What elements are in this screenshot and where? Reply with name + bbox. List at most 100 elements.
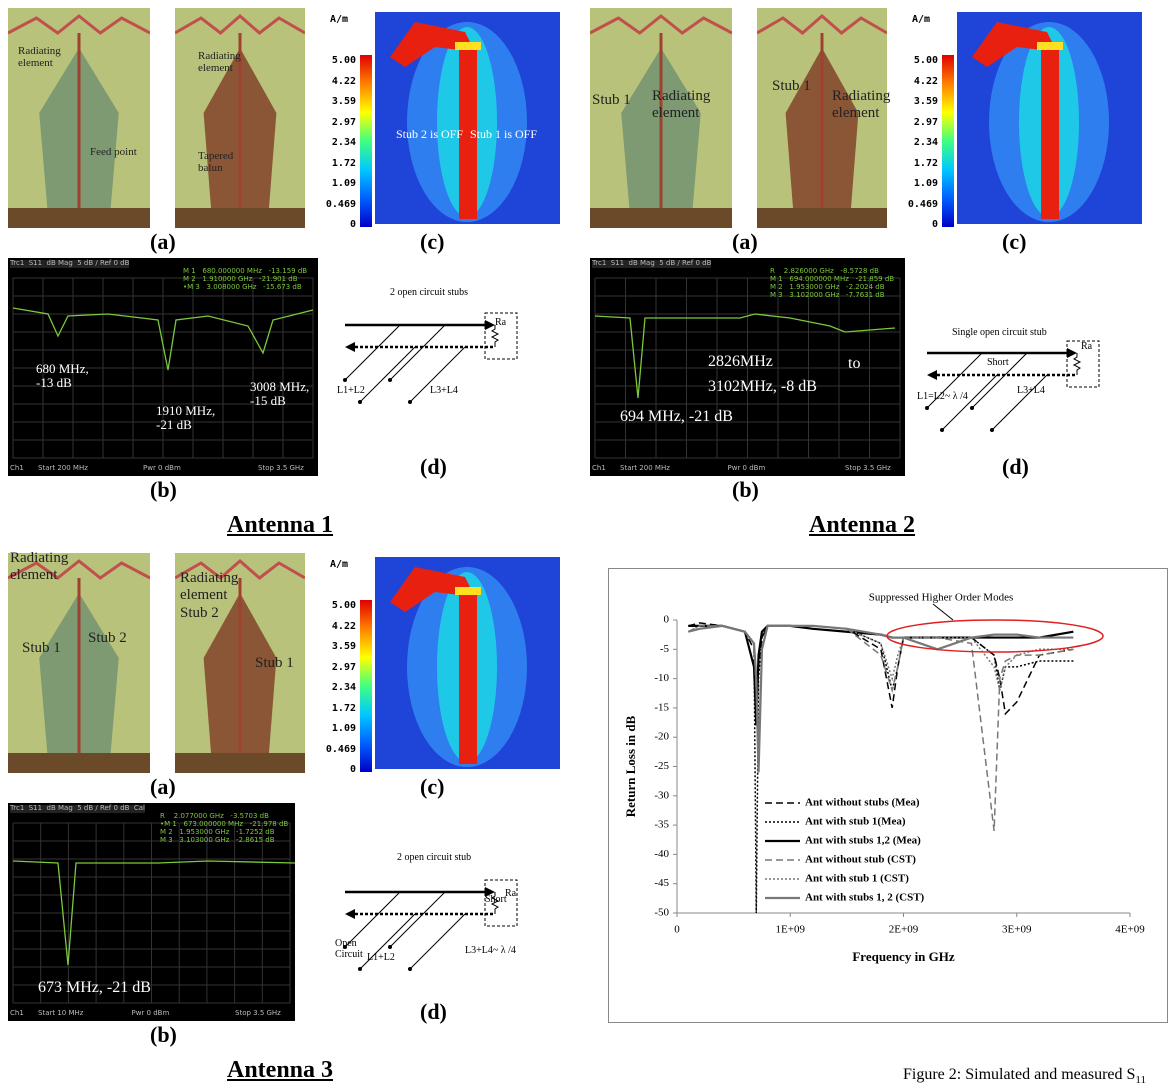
stub — [410, 914, 465, 969]
colorbar-tick: 0.469 — [324, 744, 356, 755]
vna-marker: M 3 3.102000 GHz -7.7631 dB — [770, 292, 885, 300]
vna-footer: Start 200 MHz — [38, 465, 88, 473]
field-warm — [455, 587, 481, 595]
circuit-label: Ra — [505, 888, 516, 899]
vna-marker: •M 3 3.008000 GHz -15.673 dB — [183, 284, 302, 292]
panel-label: (c) — [420, 230, 444, 254]
colorbar-tick: 3.59 — [324, 96, 356, 107]
colorbar-unit: A/m — [330, 14, 348, 25]
caption-text: Figure 2: Simulated and measured S — [903, 1066, 1135, 1083]
photo-label: Stub 1 — [255, 655, 294, 672]
colorbar-tick: 3.59 — [324, 641, 356, 652]
x-axis-label: Frequency in GHz — [852, 949, 955, 964]
colorbar-tick: 5.00 — [906, 55, 938, 66]
vna-footer: Start 200 MHz — [620, 465, 670, 473]
colorbar-tick: 0 — [324, 219, 356, 230]
stub-end — [925, 406, 929, 410]
circuit-label: L1+L2 — [367, 952, 395, 963]
vna-footer: Pwr 0 dBm — [132, 1010, 170, 1018]
vna-footer: Stop 3.5 GHz — [845, 465, 891, 473]
stub-end — [358, 400, 362, 404]
vna-annotation: 673 MHz, -21 dB — [38, 979, 151, 997]
colorbar — [360, 55, 372, 227]
photo-label: Radiating element — [180, 570, 238, 603]
circuit-label: 2 open circuit stub — [397, 852, 471, 863]
y-tick-label: -50 — [654, 907, 669, 919]
figure: Figure 2: Simulated and measured S11 Rad… — [0, 0, 1174, 1090]
y-tick-label: -20 — [654, 731, 669, 743]
antenna-photo — [8, 8, 150, 228]
x-tick-label: 0 — [674, 924, 680, 936]
photo-label: Stub 2 — [180, 605, 219, 622]
y-tick-label: -45 — [654, 877, 669, 889]
colorbar-tick: 4.22 — [906, 76, 938, 87]
photo-label: Stub 1 — [772, 78, 811, 95]
colorbar-tick: 0 — [906, 219, 938, 230]
stub-end — [343, 378, 347, 382]
photo-label: Radiating element — [832, 88, 890, 121]
current-distribution — [957, 12, 1142, 224]
connector-strip — [8, 753, 150, 773]
arrow-head — [345, 342, 355, 352]
colorbar-tick: 3.59 — [906, 96, 938, 107]
stub — [992, 375, 1047, 430]
circuit-label: L3+L4~ λ /4 — [465, 945, 516, 956]
vna-header: Trc1 S11 dB Mag 5 dB / Ref 0 dB Cal — [10, 805, 145, 813]
circuit-label: L1+L2 — [337, 385, 365, 396]
circuit-label: L3+L4 — [430, 385, 458, 396]
stub-end — [388, 945, 392, 949]
x-tick-label: 2E+09 — [889, 924, 919, 936]
colorbar-tick: 0.469 — [906, 199, 938, 210]
circuit-diagram — [917, 285, 1102, 435]
field-warm — [455, 42, 481, 50]
y-tick-label: -15 — [654, 701, 669, 713]
arrow-head — [485, 320, 495, 330]
y-tick-label: -40 — [654, 848, 669, 860]
circuit-label: Short — [987, 357, 1009, 368]
colorbar-tick: 2.97 — [324, 117, 356, 128]
stub-end — [408, 967, 412, 971]
annotation: Suppressed Higher Order Modes — [869, 592, 1014, 604]
stub — [390, 892, 445, 947]
circuit-label: L3+L4 — [1017, 385, 1045, 396]
panel-label: (d) — [420, 455, 447, 479]
legend-label: Ant with stub 1(Mea) — [805, 816, 906, 828]
colorbar-tick: 0 — [324, 764, 356, 775]
current-distribution — [375, 557, 560, 769]
circuit-label: Open Circuit — [335, 938, 363, 960]
colorbar-tick: 1.09 — [906, 178, 938, 189]
vna-footer: Pwr 0 dBm — [728, 465, 766, 473]
vna-annotation: 3102MHz, -8 dB — [708, 378, 817, 396]
stub-end — [940, 428, 944, 432]
colorbar-tick: 5.00 — [324, 55, 356, 66]
vna-footer: Stop 3.5 GHz — [235, 1010, 281, 1018]
colorbar-tick: 5.00 — [324, 600, 356, 611]
panel-label: (b) — [732, 478, 759, 502]
connector-strip — [8, 208, 150, 228]
colorbar-tick: 2.97 — [906, 117, 938, 128]
antenna-photo — [175, 8, 305, 228]
circuit-label: Short — [485, 894, 507, 905]
photo-label: Feed point — [90, 146, 137, 158]
connector-strip — [175, 208, 305, 228]
photo-label: Stub 1 — [592, 92, 631, 109]
vna-header: Trc1 S11 dB Mag 5 dB / Ref 0 dB — [592, 260, 711, 268]
legend-label: Ant with stubs 1,2 (Mea) — [805, 835, 921, 847]
photo-label: Tapered balun — [198, 150, 233, 174]
colorbar-tick: 1.72 — [324, 703, 356, 714]
connector-strip — [175, 753, 305, 773]
resistor — [492, 325, 498, 347]
colorbar-tick: 2.97 — [324, 662, 356, 673]
circuit-label: 2 open circuit stubs — [390, 287, 468, 298]
stub-end — [990, 428, 994, 432]
antenna-title: Antenna 1 — [227, 512, 333, 538]
current-label: Stub 2 is OFF — [396, 128, 463, 141]
colorbar-unit: A/m — [912, 14, 930, 25]
vna-footer: Ch1 — [10, 1010, 24, 1018]
colorbar-fill — [942, 55, 954, 227]
field-hot — [1041, 47, 1059, 219]
vna-footer: Stop 3.5 GHz — [258, 465, 304, 473]
legend-label: Ant with stubs 1, 2 (CST) — [805, 892, 925, 904]
stub — [360, 347, 415, 402]
